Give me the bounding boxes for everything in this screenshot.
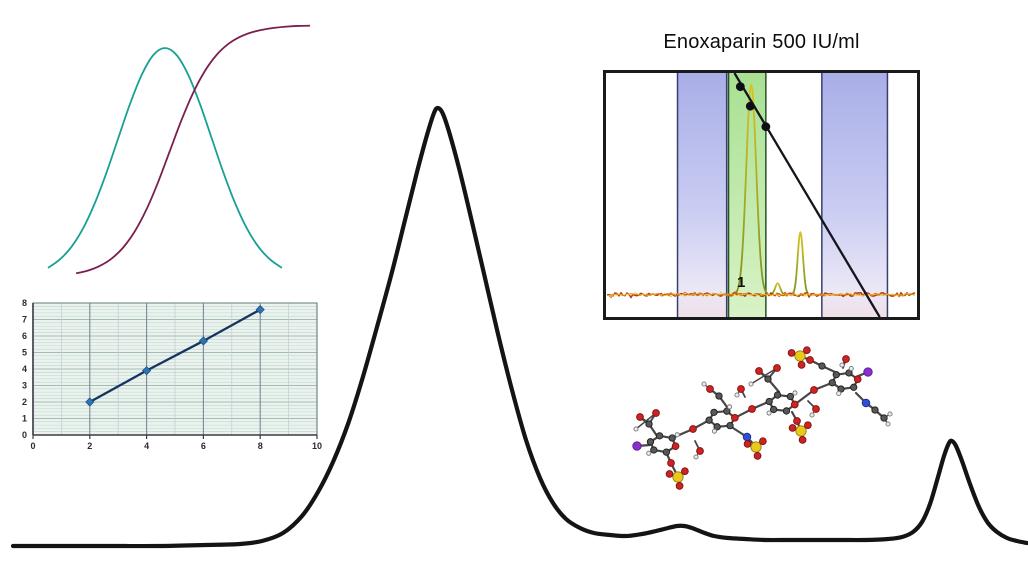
electropherogram-panel: 1 [603,70,920,320]
enoxaparin-molecule [632,346,893,490]
calibration-chart: 0 1 2 3 4 5 6 7 8 0 2 4 6 8 10 [22,298,322,451]
svg-text:8: 8 [22,298,27,308]
svg-text:6: 6 [22,331,27,341]
svg-text:5: 5 [22,348,27,358]
svg-text:4: 4 [22,364,27,374]
svg-text:2: 2 [22,397,27,407]
svg-text:8: 8 [258,441,263,451]
svg-text:0: 0 [30,441,35,451]
svg-text:10: 10 [312,441,322,451]
electropherogram-plot [606,72,916,318]
svg-text:1: 1 [22,414,27,424]
svg-text:4: 4 [144,441,149,451]
svg-text:3: 3 [22,381,27,391]
peak-number-label: 1 [737,274,746,291]
distribution-overlay-chart [47,24,311,275]
svg-text:7: 7 [22,315,27,325]
electropherogram-title: Enoxaparin 500 IU/ml [663,31,860,53]
svg-text:0: 0 [22,430,27,440]
svg-text:6: 6 [201,441,206,451]
svg-text:2: 2 [87,441,92,451]
